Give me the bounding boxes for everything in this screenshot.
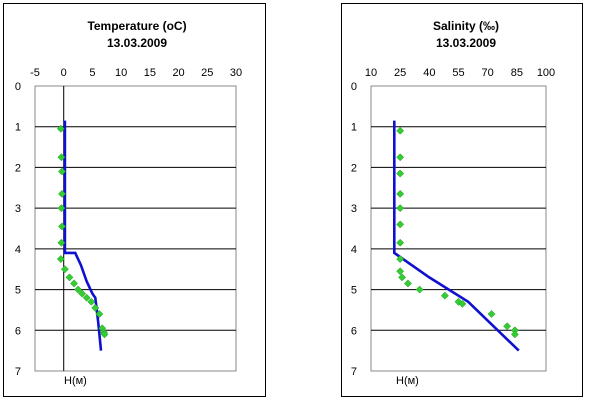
salinity-data-point bbox=[396, 267, 405, 276]
salinity-x-tick-label: 40 bbox=[423, 67, 435, 79]
salinity-x-tick-label: 10 bbox=[365, 67, 377, 79]
temperature-plot-area bbox=[34, 85, 237, 372]
salinity-y-tick-label: 3 bbox=[351, 203, 357, 215]
salinity-data-point bbox=[487, 310, 496, 318]
temperature-x-tick-label: 25 bbox=[201, 67, 213, 79]
temperature-data-point bbox=[74, 285, 83, 294]
temperature-data-point bbox=[58, 167, 66, 176]
temperature-x-tick-label: 30 bbox=[230, 67, 242, 79]
salinity-data-point bbox=[396, 189, 405, 198]
temperature-data-point bbox=[58, 222, 66, 231]
salinity-data-point bbox=[503, 322, 512, 331]
salinity-y-tick-label: 6 bbox=[351, 325, 357, 337]
salinity-data-point bbox=[396, 220, 405, 229]
temperature-y-tick-label: 2 bbox=[15, 162, 21, 174]
temperature-x-tick-label: -5 bbox=[30, 67, 40, 79]
salinity-data-point bbox=[510, 330, 519, 339]
temperature-data-point bbox=[56, 124, 65, 133]
salinity-profile-line bbox=[392, 120, 520, 352]
temperature-y-tick-label: 3 bbox=[15, 203, 21, 215]
salinity-x-tick-label: 100 bbox=[537, 67, 555, 79]
temperature-chart-date: 13.03.2009 bbox=[107, 36, 167, 50]
salinity-data-point bbox=[396, 126, 405, 135]
salinity-depth-axis-label: H(м) bbox=[396, 375, 419, 387]
temperature-data-point bbox=[57, 238, 66, 247]
temperature-data-point bbox=[95, 310, 104, 318]
temperature-x-tick-label: 15 bbox=[144, 67, 156, 79]
temperature-data-point bbox=[58, 189, 66, 198]
temperature-depth-axis-label: H(м) bbox=[64, 375, 87, 387]
salinity-data-point bbox=[415, 285, 424, 294]
temperature-x-tick-label: 5 bbox=[89, 67, 95, 79]
salinity-data-point bbox=[396, 169, 405, 178]
salinity-y-tick-label: 4 bbox=[351, 244, 357, 256]
temperature-x-tick-label: 0 bbox=[61, 67, 67, 79]
salinity-plot-area bbox=[370, 85, 547, 372]
temperature-data-point bbox=[57, 204, 66, 213]
salinity-y-tick-label: 1 bbox=[351, 122, 357, 134]
temperature-data-point bbox=[70, 279, 79, 288]
temperature-y-tick-label: 7 bbox=[15, 366, 21, 378]
temperature-y-tick-label: 0 bbox=[15, 81, 21, 93]
temperature-chart: Temperature (oC) 13.03.2009 0 1 2 3 4 5 6 7 -5 0 5… bbox=[15, 19, 242, 387]
salinity-data-point bbox=[440, 291, 449, 300]
temperature-x-tick-label: 10 bbox=[115, 67, 127, 79]
salinity-y-tick-label: 5 bbox=[351, 285, 357, 297]
salinity-y-tick-label: 7 bbox=[351, 366, 357, 378]
salinity-data-point bbox=[396, 204, 405, 213]
temperature-x-tick-label: 20 bbox=[172, 67, 184, 79]
temperature-data-point bbox=[60, 265, 69, 274]
temperature-data-point bbox=[57, 153, 66, 162]
temperature-y-tick-label: 6 bbox=[15, 325, 21, 337]
salinity-x-tick-label: 55 bbox=[452, 67, 464, 79]
salinity-x-tick-label: 70 bbox=[482, 67, 494, 79]
temperature-data-point bbox=[82, 293, 91, 302]
temperature-data-point bbox=[78, 289, 87, 298]
salinity-y-tick-label: 2 bbox=[351, 162, 357, 174]
temperature-data-point bbox=[91, 303, 100, 312]
temperature-y-tick-label: 4 bbox=[15, 244, 21, 256]
salinity-data-point bbox=[396, 238, 405, 247]
temperature-data-point bbox=[56, 255, 65, 263]
salinity-y-tick-label: 0 bbox=[351, 81, 357, 93]
salinity-chart-panel: Salinity (‰) 13.03.2009 0 1 2 3 4 5 6 7 10 25 40 55… bbox=[341, 3, 583, 397]
temperature-y-tick-label: 1 bbox=[15, 122, 21, 134]
temperature-y-tick-label: 5 bbox=[15, 285, 21, 297]
salinity-data-point bbox=[396, 153, 405, 162]
salinity-chart-title: Salinity (‰) bbox=[433, 19, 499, 33]
salinity-chart-date: 13.03.2009 bbox=[436, 36, 496, 50]
temperature-chart-panel: Temperature (oC) 13.03.2009 0 1 2 3 4 5 6 7 -5 0 5… bbox=[3, 3, 266, 397]
salinity-data-point bbox=[398, 273, 407, 282]
salinity-data-point bbox=[458, 299, 467, 308]
salinity-chart: Salinity (‰) 13.03.2009 0 1 2 3 4 5 6 7 10 25 40 55… bbox=[351, 19, 555, 387]
temperature-data-point bbox=[65, 273, 74, 282]
temperature-data-point bbox=[87, 297, 96, 306]
salinity-data-point bbox=[403, 279, 412, 288]
salinity-x-tick-label: 85 bbox=[511, 67, 523, 79]
temperature-chart-title: Temperature (oC) bbox=[87, 19, 186, 33]
salinity-x-tick-label: 25 bbox=[394, 67, 406, 79]
temperature-data-point bbox=[100, 330, 109, 339]
salinity-data-point bbox=[396, 255, 405, 263]
